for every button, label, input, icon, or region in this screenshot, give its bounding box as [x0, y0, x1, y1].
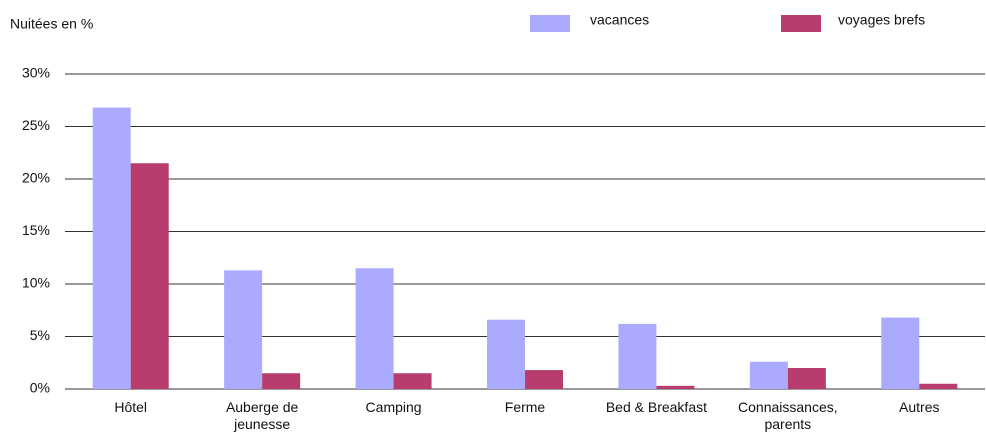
bar	[262, 373, 301, 389]
x-tick-label: Ferme	[504, 399, 546, 415]
x-tick-label: Camping	[365, 399, 422, 415]
y-axis-label: Nuitées en %	[10, 16, 93, 32]
legend-label: voyages brefs	[838, 12, 925, 28]
y-tick-label: 5%	[30, 327, 50, 343]
bar	[749, 361, 788, 389]
y-tick-label: 20%	[22, 170, 50, 186]
bar	[393, 373, 432, 389]
y-tick-label: 0%	[30, 380, 50, 396]
bar	[656, 385, 695, 389]
x-tick-label: Connaissances, parents	[738, 399, 838, 432]
x-tick-label: Autres	[899, 399, 940, 415]
y-tick-label: 15%	[22, 222, 50, 238]
legend-swatch	[530, 15, 570, 32]
x-tick-label: Hôtel	[114, 399, 148, 415]
bar	[355, 268, 394, 389]
x-tick-label: Auberge de jeunesse	[225, 399, 299, 432]
y-tick-label: 10%	[22, 275, 50, 291]
bar	[618, 323, 657, 389]
bar	[224, 270, 263, 389]
legend-label: vacances	[590, 12, 649, 28]
bar	[130, 163, 169, 389]
bar	[787, 368, 826, 389]
bar	[525, 370, 563, 389]
legend-swatch	[781, 15, 821, 32]
bar	[487, 319, 525, 389]
x-tick-label: Bed & Breakfast	[605, 399, 707, 415]
bar	[919, 383, 958, 389]
bar	[881, 317, 920, 389]
y-tick-label: 25%	[22, 117, 50, 133]
bar	[92, 107, 131, 389]
y-tick-label: 30%	[22, 65, 50, 81]
